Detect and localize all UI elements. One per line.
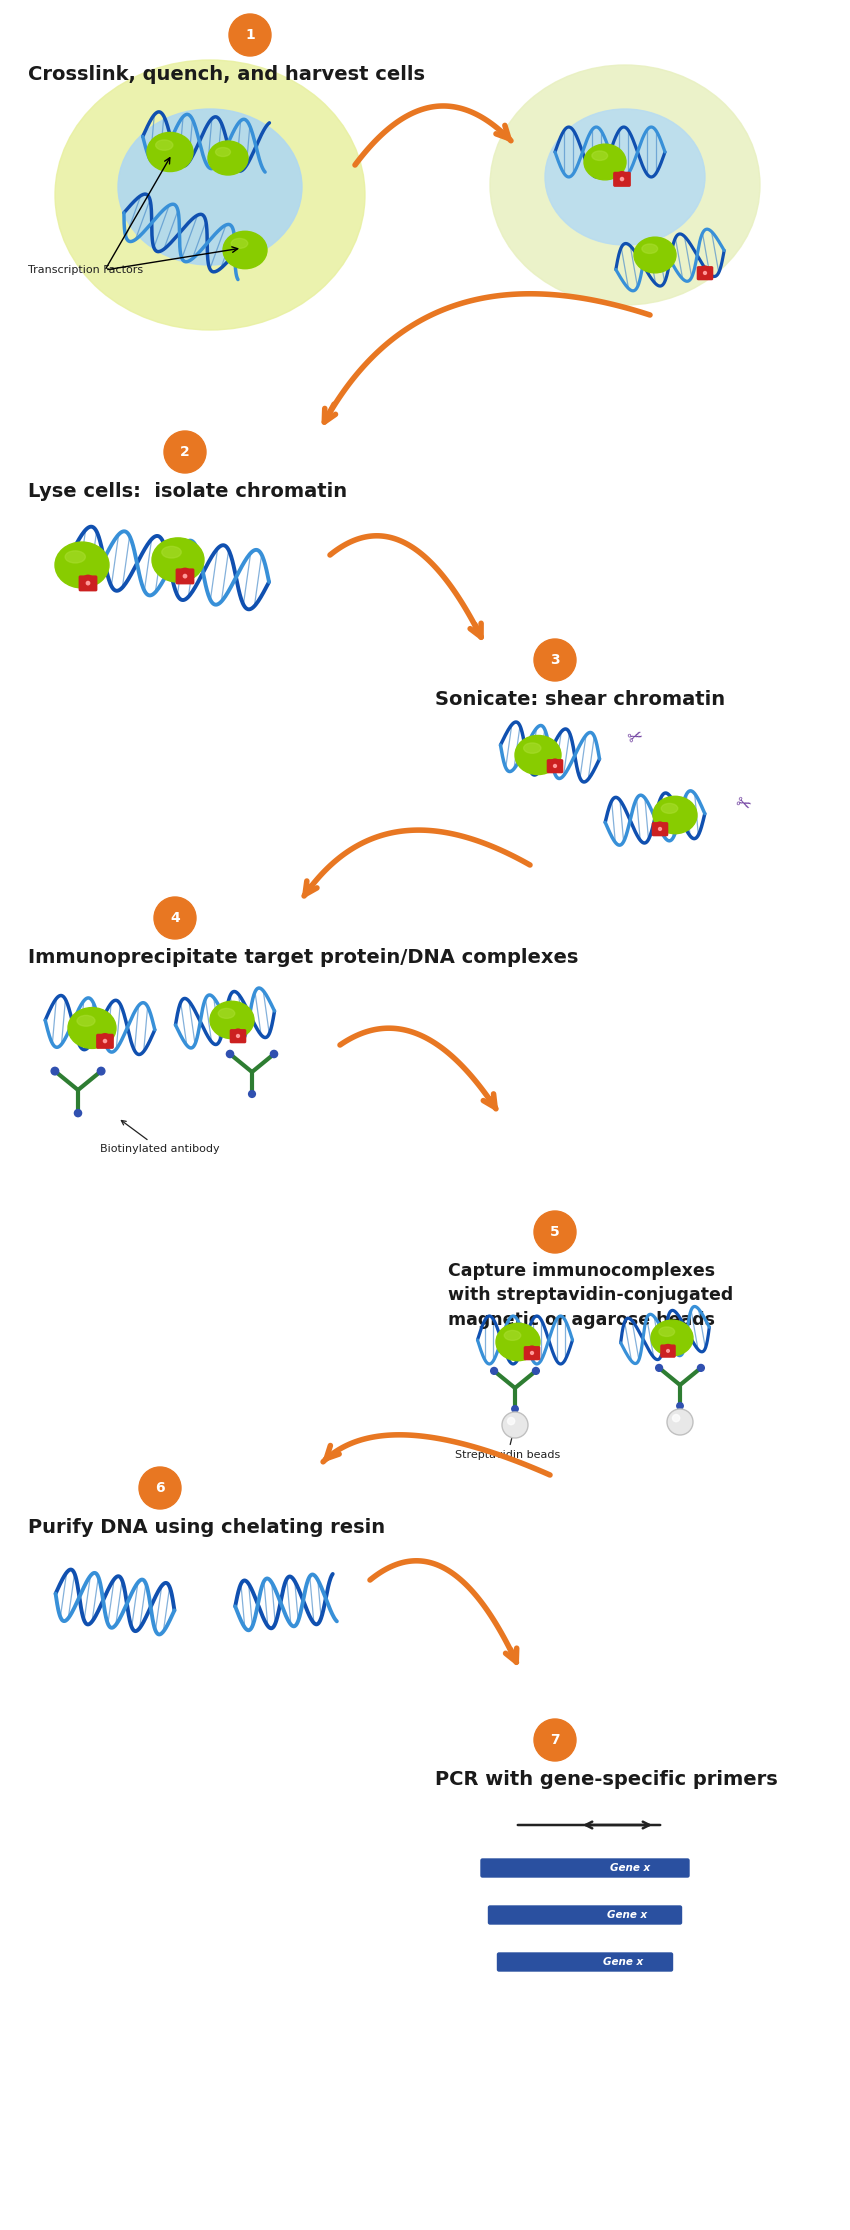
Circle shape: [534, 1719, 576, 1762]
Ellipse shape: [55, 542, 109, 589]
Text: Streptavidin beads: Streptavidin beads: [455, 1429, 560, 1461]
Circle shape: [672, 1414, 680, 1423]
Text: Immunoprecipitate target protein/DNA complexes: Immunoprecipitate target protein/DNA com…: [28, 948, 578, 968]
Ellipse shape: [55, 60, 365, 330]
Circle shape: [666, 1349, 669, 1351]
Circle shape: [51, 1068, 59, 1075]
Text: Lyse cells:  isolate chromatin: Lyse cells: isolate chromatin: [28, 482, 347, 502]
Ellipse shape: [653, 796, 697, 834]
Text: Biotinylated antibody: Biotinylated antibody: [100, 1119, 219, 1153]
Ellipse shape: [208, 140, 248, 174]
Circle shape: [97, 1068, 105, 1075]
Ellipse shape: [223, 232, 267, 268]
Ellipse shape: [65, 551, 85, 562]
Circle shape: [530, 1351, 534, 1354]
Text: Crosslink, quench, and harvest cells: Crosslink, quench, and harvest cells: [28, 65, 425, 85]
Circle shape: [532, 1367, 539, 1374]
Circle shape: [104, 1039, 106, 1044]
Ellipse shape: [524, 743, 541, 754]
Circle shape: [534, 640, 576, 680]
FancyBboxPatch shape: [176, 569, 194, 584]
Circle shape: [620, 178, 624, 181]
Text: PCR with gene-specific primers: PCR with gene-specific primers: [435, 1771, 778, 1788]
Circle shape: [704, 272, 706, 274]
Circle shape: [512, 1405, 518, 1412]
Text: Gene x: Gene x: [610, 1862, 650, 1873]
FancyBboxPatch shape: [481, 1860, 689, 1878]
Ellipse shape: [651, 1320, 693, 1356]
Text: 3: 3: [550, 653, 560, 667]
Circle shape: [229, 13, 271, 56]
Text: Purify DNA using chelating resin: Purify DNA using chelating resin: [28, 1519, 385, 1536]
Circle shape: [226, 1050, 234, 1057]
Text: ✂: ✂: [625, 727, 645, 749]
Circle shape: [677, 1403, 683, 1409]
Ellipse shape: [218, 1008, 235, 1019]
Text: Transcription Factors: Transcription Factors: [28, 265, 143, 274]
Circle shape: [698, 1365, 705, 1371]
Circle shape: [270, 1050, 278, 1057]
Ellipse shape: [118, 109, 302, 265]
Text: 4: 4: [170, 912, 180, 925]
Text: Gene x: Gene x: [607, 1911, 647, 1920]
FancyBboxPatch shape: [524, 1347, 540, 1360]
Ellipse shape: [584, 145, 626, 181]
FancyBboxPatch shape: [97, 1035, 113, 1048]
Ellipse shape: [661, 803, 677, 814]
Text: 2: 2: [180, 446, 190, 459]
Ellipse shape: [162, 546, 181, 558]
Circle shape: [75, 1111, 82, 1117]
Circle shape: [164, 430, 206, 473]
Circle shape: [659, 827, 661, 830]
Ellipse shape: [504, 1331, 521, 1340]
Ellipse shape: [659, 1327, 675, 1336]
Text: 1: 1: [245, 29, 255, 42]
Ellipse shape: [634, 236, 676, 272]
Circle shape: [507, 1418, 515, 1425]
Text: 6: 6: [156, 1481, 165, 1494]
Circle shape: [154, 896, 196, 939]
Ellipse shape: [152, 537, 204, 582]
Ellipse shape: [77, 1015, 95, 1026]
FancyBboxPatch shape: [497, 1953, 672, 1971]
Ellipse shape: [642, 243, 658, 254]
Ellipse shape: [156, 140, 173, 149]
Circle shape: [236, 1035, 240, 1037]
FancyBboxPatch shape: [489, 1907, 682, 1924]
Ellipse shape: [147, 132, 193, 172]
Text: Gene x: Gene x: [603, 1958, 643, 1967]
Circle shape: [655, 1365, 662, 1371]
Ellipse shape: [210, 1001, 254, 1039]
Circle shape: [502, 1412, 528, 1438]
Circle shape: [139, 1467, 181, 1510]
Circle shape: [490, 1367, 497, 1374]
FancyBboxPatch shape: [653, 823, 667, 836]
Text: 7: 7: [550, 1733, 560, 1746]
Circle shape: [553, 765, 557, 767]
Text: ✂: ✂: [731, 794, 752, 816]
Text: Capture immunocomplexes
with streptavidin-conjugated
magnetic or agarose beads: Capture immunocomplexes with streptavidi…: [448, 1262, 734, 1329]
Text: Sonicate: shear chromatin: Sonicate: shear chromatin: [435, 689, 725, 709]
Ellipse shape: [68, 1008, 116, 1048]
Ellipse shape: [490, 65, 760, 306]
Text: 5: 5: [550, 1224, 560, 1240]
Circle shape: [534, 1211, 576, 1253]
FancyBboxPatch shape: [661, 1345, 675, 1358]
Ellipse shape: [496, 1322, 540, 1360]
FancyBboxPatch shape: [547, 760, 563, 772]
FancyBboxPatch shape: [230, 1030, 246, 1044]
Circle shape: [184, 575, 187, 578]
Circle shape: [248, 1090, 255, 1097]
FancyBboxPatch shape: [697, 268, 712, 279]
Ellipse shape: [216, 147, 230, 156]
FancyBboxPatch shape: [614, 172, 630, 185]
FancyBboxPatch shape: [79, 575, 97, 591]
Ellipse shape: [515, 736, 561, 774]
Ellipse shape: [592, 152, 608, 161]
Circle shape: [87, 582, 90, 584]
Ellipse shape: [231, 239, 247, 248]
Circle shape: [667, 1409, 693, 1434]
Ellipse shape: [545, 109, 705, 245]
